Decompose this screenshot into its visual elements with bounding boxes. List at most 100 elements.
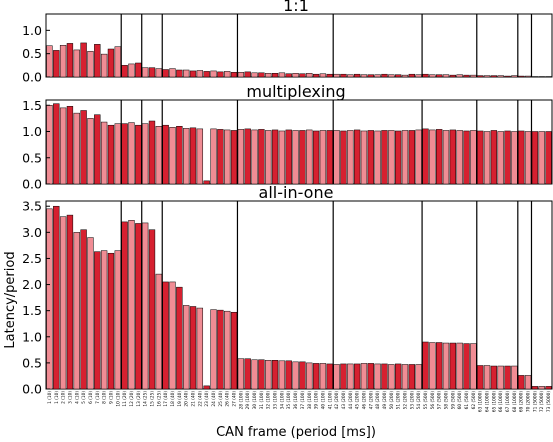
bar: [518, 375, 525, 390]
bar: [326, 363, 333, 390]
bar: [100, 250, 108, 390]
panel-2-title: multiplexing: [246, 82, 345, 101]
bar: [497, 131, 504, 185]
bar: [80, 42, 87, 78]
bar: [265, 130, 272, 185]
bar: [210, 309, 217, 390]
bar: [237, 358, 245, 390]
bar: [347, 130, 354, 185]
bar: [504, 365, 511, 390]
bar: [210, 70, 217, 78]
bar: [436, 342, 443, 390]
x-tick-label: 31 (100): [259, 391, 265, 410]
y-tick-label: 0.5: [22, 355, 42, 370]
bar: [470, 74, 477, 78]
bar: [545, 131, 552, 185]
bar: [244, 358, 251, 390]
bar: [196, 307, 204, 390]
bar: [477, 365, 484, 390]
x-tick-label: 48 (200): [375, 391, 381, 410]
bar: [470, 130, 477, 185]
y-tick-label: 1.5: [22, 98, 42, 113]
bar: [367, 130, 374, 185]
bar: [490, 75, 498, 78]
bar: [422, 341, 429, 390]
bar: [66, 106, 74, 185]
x-tick-label: 15 (25): [149, 391, 155, 407]
bar: [73, 112, 80, 185]
x-tick-label: 73 (5000): [546, 391, 552, 412]
bar: [183, 128, 190, 185]
bar: [477, 130, 484, 185]
panel-1-plot: 0.0 0.5 1.0: [22, 13, 553, 85]
bar: [230, 130, 238, 185]
x-tick-label: 13 (20): [136, 391, 142, 407]
bar: [141, 222, 149, 390]
bar: [155, 126, 163, 185]
bar: [258, 129, 265, 185]
x-tick-label: 28 (100): [238, 391, 244, 410]
x-tick-label: 12 (20): [129, 391, 135, 407]
bar: [66, 43, 74, 78]
x-tick-label: 55 (500): [423, 391, 429, 410]
bar: [217, 309, 224, 390]
x-tick-label: 35 (100): [286, 391, 292, 410]
bar: [408, 73, 416, 78]
bar: [408, 364, 416, 390]
bar: [511, 131, 518, 185]
bar: [114, 123, 121, 185]
bar: [367, 363, 374, 390]
x-tick-label: 19 (40): [177, 391, 183, 407]
bar: [511, 365, 518, 390]
bar: [244, 128, 251, 185]
bar: [176, 69, 183, 78]
bar: [436, 74, 443, 78]
bar: [53, 50, 60, 78]
bar: [306, 129, 313, 185]
bar: [107, 124, 115, 185]
bar: [141, 123, 149, 185]
y-tick-label: 3.0: [22, 225, 42, 240]
bar: [518, 75, 525, 78]
bar: [121, 221, 128, 390]
bar: [59, 107, 67, 185]
y-tick-label: 0.5: [22, 150, 42, 165]
y-tick-label: 0.5: [22, 46, 42, 61]
bar: [148, 229, 156, 390]
bar: [271, 73, 279, 78]
bar: [176, 286, 183, 390]
x-tick-label: 1 (10): [47, 391, 53, 404]
bar: [189, 306, 197, 390]
bar: [107, 48, 115, 78]
bar: [299, 130, 306, 185]
bar: [107, 252, 115, 390]
bar: [53, 205, 60, 390]
bar: [299, 73, 306, 78]
bar: [340, 363, 347, 390]
x-tick-label: 34 (100): [279, 391, 285, 410]
x-tick-label: 72 (5000): [539, 391, 545, 412]
x-tick-label: 8 (10): [102, 391, 108, 404]
bar: [285, 129, 292, 185]
bar: [217, 71, 224, 78]
bar: [326, 130, 333, 185]
bar: [504, 75, 511, 78]
x-tick-label: 26 (40): [225, 391, 231, 407]
bar: [360, 130, 368, 185]
x-tick-label: 36 (100): [293, 391, 299, 410]
bar: [415, 129, 422, 185]
bar: [333, 130, 340, 185]
x-tick-label: 1 (10): [54, 391, 60, 404]
bar: [53, 103, 60, 185]
y-tick-label: 1.5: [22, 303, 42, 318]
bar: [524, 375, 532, 390]
bar: [415, 364, 422, 390]
bar: [135, 124, 142, 185]
bar: [87, 51, 94, 78]
x-tick-label: 59 (500): [450, 391, 456, 410]
bar: [251, 359, 258, 390]
bar: [210, 128, 217, 185]
x-tick-label: 43 (200): [341, 391, 347, 410]
bar: [251, 72, 258, 78]
bar: [135, 62, 142, 78]
